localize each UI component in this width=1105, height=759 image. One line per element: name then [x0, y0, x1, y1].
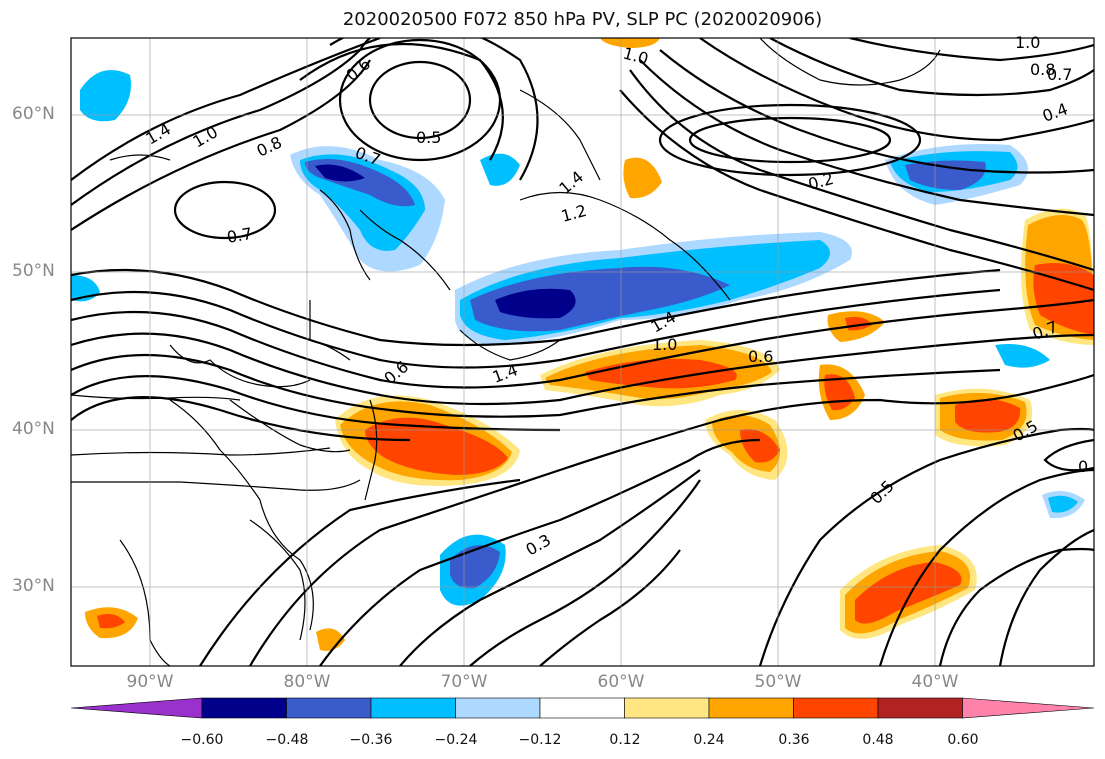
colorbar-segment: [201, 697, 287, 719]
contour-label: 1.4: [555, 167, 587, 198]
coastlines: [71, 38, 941, 666]
contour-label: 0.6: [748, 347, 773, 366]
colorbar-segment: [793, 697, 879, 719]
map-frame: [70, 37, 1095, 667]
colorbar-tick-label: 0.60: [947, 732, 979, 748]
colorbar-segment: [455, 697, 541, 719]
contour-label: 0.6: [342, 54, 374, 85]
colorbar: [70, 697, 1095, 719]
lat-label: 30°N: [12, 576, 55, 596]
colorbar-tick-label: 0.48: [862, 732, 894, 748]
contour-label: 1.2: [559, 201, 589, 226]
colorbar-tick-label: 0.36: [778, 732, 810, 748]
pv-anomaly-shading: [71, 38, 1094, 651]
contour-label: 0.5: [866, 476, 897, 507]
plot-title: 2020020500 F072 850 hPa PV, SLP PC (2020…: [342, 9, 823, 30]
colorbar-tick-label: −0.24: [434, 732, 478, 748]
contour-label: 0.5: [416, 128, 441, 147]
colorbar-segment: [624, 697, 710, 719]
colorbar-segment: [877, 697, 963, 719]
colorbar-segment: [708, 697, 794, 719]
lon-label: 50°W: [754, 672, 802, 692]
colorbar-tick-label: −0.36: [349, 732, 393, 748]
graticule: [71, 38, 1094, 666]
lon-label: 90°W: [126, 672, 174, 692]
lon-label: 70°W: [440, 672, 488, 692]
lon-label: 40°W: [911, 672, 959, 692]
colorbar-tick-label: −0.60: [180, 732, 224, 748]
contour-label: 1.0: [652, 335, 677, 354]
contour-label: 1.0: [621, 44, 651, 69]
colorbar-segment: [370, 697, 456, 719]
contour-label: 1.0: [190, 122, 222, 151]
contour-label: 0.7: [225, 224, 253, 247]
colorbar-tick-label: 0.12: [609, 732, 641, 748]
colorbar-extend-low: [70, 697, 203, 719]
contour-label: 0: [1078, 457, 1088, 476]
lat-label: 40°N: [12, 419, 55, 439]
contour-label: 1.4: [143, 119, 175, 148]
colorbar-segment: [539, 697, 625, 719]
contour-label: 0.2: [806, 169, 836, 194]
lon-label: 60°W: [597, 672, 645, 692]
colorbar-extend-high: [962, 697, 1095, 719]
colorbar-segment: [286, 697, 372, 719]
contour-label: 0.8: [1030, 60, 1055, 79]
colorbar-tick-label: −0.48: [265, 732, 309, 748]
contour-label: 0.7: [1047, 65, 1072, 84]
contour-label: 1.0: [1015, 33, 1040, 52]
contour-label: 0.3: [523, 530, 555, 559]
lat-label: 50°N: [12, 261, 55, 281]
colorbar-tick-label: −0.12: [518, 732, 562, 748]
contour-label: 0.4: [1040, 99, 1070, 126]
colorbar-tick-label: 0.24: [693, 732, 725, 748]
lon-label: 80°W: [283, 672, 331, 692]
lat-label: 60°N: [12, 104, 55, 124]
